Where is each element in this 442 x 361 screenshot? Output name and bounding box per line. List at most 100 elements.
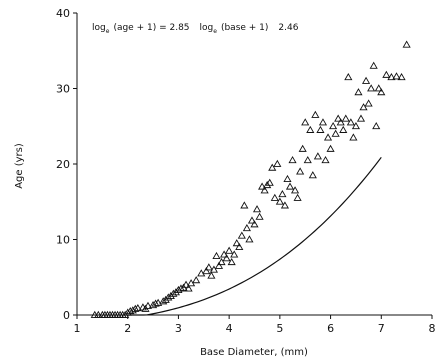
y-tick-label: 30 — [56, 83, 70, 96]
x-tick-label: 1 — [74, 322, 81, 335]
equation-log-1: log — [92, 23, 106, 33]
data-point — [296, 167, 305, 175]
data-point — [263, 180, 272, 189]
x-tick-label: 7 — [378, 322, 385, 335]
data-point — [285, 182, 295, 190]
data-point — [94, 310, 103, 318]
data-point — [301, 118, 310, 126]
data-points — [90, 40, 411, 318]
data-point — [230, 250, 239, 258]
data-point — [329, 122, 338, 130]
data-point — [339, 125, 348, 133]
data-point — [326, 144, 335, 152]
data-point — [369, 61, 378, 69]
data-point — [374, 84, 383, 92]
data-point — [143, 301, 153, 309]
x-tick-label: 6 — [327, 322, 334, 335]
data-point — [250, 220, 259, 228]
data-point — [184, 284, 193, 292]
data-point — [225, 246, 234, 254]
equation-expr-1: (age + 1) = 2.85 — [113, 23, 189, 33]
equation-sub-2: e — [213, 28, 217, 35]
data-point — [341, 114, 350, 122]
data-point — [288, 156, 297, 164]
data-point — [321, 156, 330, 164]
data-point — [270, 193, 279, 201]
equation-sub-1: e — [106, 28, 110, 35]
equation-annotation: loge (age + 1) = 2.85 loge (base + 1) 2.46 — [92, 23, 299, 35]
data-point — [346, 118, 355, 126]
x-tick-label: 4 — [226, 322, 233, 335]
data-point — [278, 189, 287, 198]
data-point — [121, 310, 130, 318]
data-point — [361, 76, 371, 84]
data-point — [290, 186, 300, 194]
data-point — [159, 297, 168, 305]
data-point — [222, 254, 231, 262]
data-point — [334, 114, 343, 122]
data-point — [212, 251, 221, 260]
data-point — [303, 156, 312, 164]
data-point — [387, 72, 396, 81]
data-point — [235, 242, 244, 250]
data-point — [316, 125, 325, 133]
y-axis-title: Age (yrs) — [14, 143, 25, 189]
data-point — [164, 293, 173, 301]
data-point — [242, 223, 251, 232]
data-point — [356, 114, 366, 122]
data-point — [336, 118, 345, 126]
fit-curve — [127, 156, 382, 316]
data-point — [247, 216, 257, 224]
data-point — [351, 122, 361, 130]
data-point — [273, 159, 282, 167]
data-point — [252, 205, 262, 213]
data-point — [214, 261, 224, 269]
data-point — [255, 212, 264, 220]
data-point — [166, 291, 175, 300]
data-point — [364, 99, 373, 107]
data-point — [204, 263, 213, 271]
y-tick-label: 0 — [63, 309, 70, 322]
data-point — [311, 110, 320, 118]
data-point — [176, 284, 186, 292]
tick-labels: 1 2 3 4 5 6 7 8 0 10 20 30 40 — [56, 7, 436, 335]
x-tick-label: 8 — [429, 322, 436, 335]
data-point — [131, 304, 140, 312]
data-point — [382, 70, 391, 78]
data-point — [169, 289, 178, 297]
data-point — [349, 133, 358, 141]
y-tick-label: 20 — [56, 158, 70, 171]
axes — [73, 12, 433, 319]
data-point — [207, 271, 216, 279]
y-tick-label: 40 — [56, 7, 70, 20]
data-point — [202, 267, 211, 275]
data-point — [308, 171, 317, 179]
data-point — [209, 265, 219, 273]
data-point — [367, 84, 376, 92]
data-point — [232, 239, 241, 247]
data-point — [344, 72, 353, 81]
equation-log-2: log — [200, 23, 214, 33]
data-point — [237, 231, 246, 239]
data-point — [359, 103, 368, 111]
data-point — [219, 250, 229, 258]
data-point — [402, 40, 411, 48]
data-point — [354, 88, 363, 96]
data-point — [372, 122, 381, 130]
data-point — [323, 133, 333, 141]
data-point — [133, 303, 142, 312]
y-tick-label: 10 — [56, 234, 70, 247]
data-point — [298, 144, 307, 152]
x-tick-label: 3 — [175, 322, 182, 335]
data-point — [331, 129, 340, 137]
data-point — [258, 182, 267, 190]
data-point — [151, 299, 160, 307]
data-point — [280, 201, 290, 209]
data-point — [265, 178, 274, 186]
equation-expr-2: (base + 1) — [221, 23, 268, 33]
data-point — [397, 72, 406, 81]
data-point — [275, 197, 284, 205]
data-point — [245, 235, 254, 243]
data-point — [161, 295, 170, 303]
